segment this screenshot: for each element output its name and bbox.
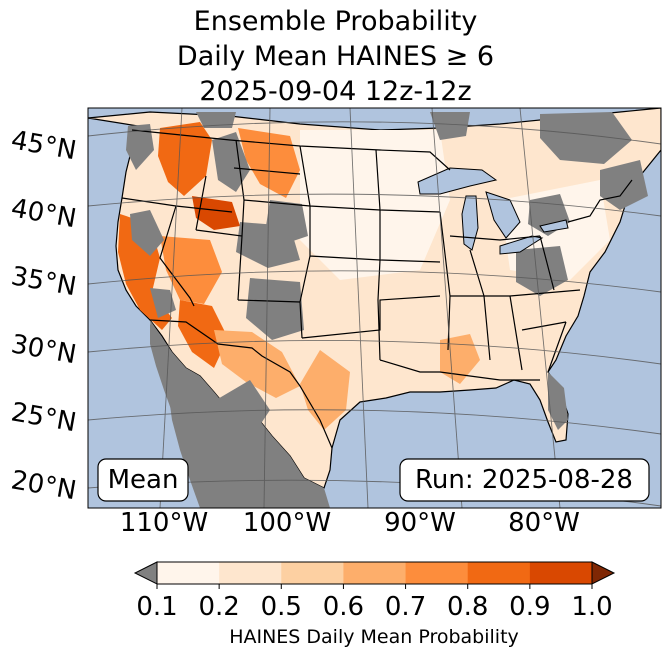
colorbar-tick-label: 0.1 — [136, 592, 177, 622]
colorbar-segment — [529, 562, 593, 584]
lat-label-45: 45°N — [9, 125, 79, 166]
map-panel — [88, 108, 661, 508]
colorbar-tick-label: 1.0 — [571, 592, 612, 622]
graticule-lat-35 — [88, 270, 661, 293]
probability-fill-regions — [118, 122, 610, 430]
state-borders — [121, 129, 633, 449]
lake-superior — [417, 167, 498, 195]
stat-box: Mean — [97, 458, 189, 502]
no-data-sierra — [130, 210, 164, 256]
us-canada-border-east — [567, 179, 633, 223]
no-data-california-south — [150, 288, 176, 318]
graticule-lon-90 — [349, 108, 369, 508]
colorbar: 0.1 0.2 0.5 0.6 0.7 0.8 0.9 1.0 — [133, 561, 616, 622]
figure-title: Ensemble Probability Daily Mean HAINES ≥… — [0, 4, 671, 109]
no-data-ontario-east — [540, 112, 632, 164]
us-mexico-border — [149, 319, 333, 449]
high-prob-oregon — [158, 122, 212, 196]
run-box-label: Run: 2025-08-28 — [415, 465, 633, 495]
state-lines-east — [439, 235, 581, 381]
baja-peninsula — [150, 324, 182, 418]
stat-box-label: Mean — [108, 465, 179, 495]
stat-box-frame — [97, 458, 189, 502]
graticule — [88, 108, 661, 508]
colorbar-tick-label: 0.6 — [323, 592, 364, 622]
colorbar-segment — [405, 562, 469, 584]
state-lines-central — [299, 145, 451, 373]
colorbar-label: HAINES Daily Mean Probability — [229, 626, 519, 648]
graticule-lon-80 — [431, 108, 463, 508]
colorbar-segment — [157, 562, 220, 584]
high-prob-nevada — [160, 236, 222, 304]
no-data-florida — [548, 372, 568, 430]
lake-ontario — [539, 219, 569, 233]
lat-label-30: 30°N — [9, 329, 79, 370]
colorbar-under-arrow — [133, 561, 158, 585]
colorbar-frame — [156, 561, 593, 585]
colorbar-tick-label: 0.2 — [198, 592, 239, 622]
longitude-labels: 110°W 100°W 90°W 80°W — [120, 508, 580, 538]
lake-huron — [485, 191, 521, 239]
lon-label-110: 110°W — [120, 508, 208, 538]
high-prob-idaho — [192, 196, 240, 230]
lat-label-25: 25°N — [9, 397, 79, 438]
latitude-labels: 45°N 40°N 35°N 30°N 25°N 20°N — [9, 125, 79, 506]
lat-label-35: 35°N — [9, 261, 79, 302]
colorbar-tick-label: 0.9 — [509, 592, 550, 622]
no-data-washington-coast — [126, 124, 154, 170]
no-data-appalachian — [516, 246, 568, 296]
state-lines-west — [121, 139, 381, 339]
lon-label-90: 90°W — [384, 508, 456, 538]
lon-label-80: 80°W — [508, 508, 580, 538]
great-lakes — [417, 167, 569, 255]
no-data-new-mexico — [246, 278, 304, 340]
graticule-lat-45 — [88, 121, 661, 145]
colorbar-tick-label: 0.5 — [261, 592, 302, 622]
colorbar-segment — [343, 562, 407, 584]
graticule-lon-110 — [159, 108, 183, 508]
run-box-frame — [399, 458, 650, 502]
graticule-lon-70 — [519, 108, 561, 508]
map-frame — [87, 107, 662, 509]
lake-michigan — [461, 195, 479, 251]
title-line-1: Ensemble Probability — [193, 6, 478, 37]
title-line-2: Daily Mean HAINES ≥ 6 — [176, 41, 495, 72]
lat-label-20: 20°N — [9, 465, 79, 506]
colorbar-tick-label: 0.8 — [447, 592, 488, 622]
graticule-lon-100 — [263, 108, 271, 508]
no-data-canadian-west — [196, 112, 236, 128]
graticule-lat-25 — [88, 409, 661, 435]
low-prob-plains — [300, 130, 450, 280]
title-line-3: 2025-09-04 12z-12z — [199, 76, 472, 107]
mid-prob-southwest — [214, 330, 300, 398]
lat-label-40: 40°N — [9, 193, 79, 234]
colorbar-over-arrow — [591, 561, 616, 585]
us-canada-border — [131, 129, 451, 171]
colorbar-segment — [467, 562, 531, 584]
no-data-northwest-ontario — [430, 112, 470, 140]
colorbar-segment — [281, 562, 344, 584]
no-data-baja — [216, 380, 270, 440]
graticule-lat-30 — [88, 340, 661, 365]
colorbar-tick-label: 0.7 — [385, 592, 426, 622]
run-box: Run: 2025-08-28 — [399, 458, 650, 502]
colorbar-segment — [219, 562, 282, 584]
graticule-lat-40 — [88, 193, 661, 217]
lon-label-100: 100°W — [243, 508, 331, 538]
